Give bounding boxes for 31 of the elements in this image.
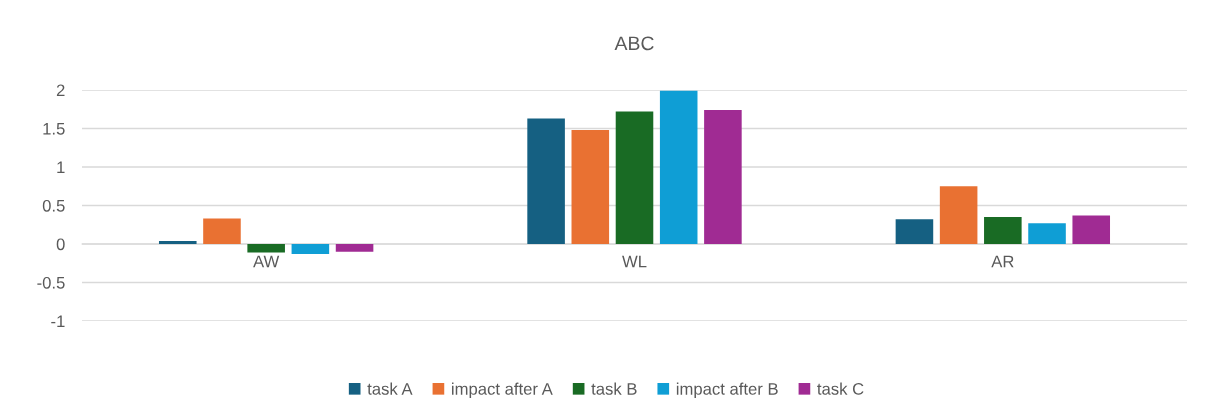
y-tick-label: 0	[56, 238, 65, 251]
x-tick-label: WL	[622, 255, 647, 268]
bar	[615, 111, 654, 244]
x-tick-label: AR	[991, 255, 1014, 268]
chart-title: ABC	[614, 36, 654, 51]
bar	[659, 90, 698, 244]
bar	[984, 217, 1022, 244]
bar	[335, 244, 374, 252]
bar	[291, 244, 330, 255]
bar	[571, 130, 610, 244]
legend-label: task A	[367, 382, 413, 395]
legend-label: task B	[591, 382, 637, 395]
y-tick-label: -1	[51, 315, 65, 328]
bar	[203, 218, 241, 244]
x-tick-label: AW	[253, 255, 280, 268]
y-tick-label: 1	[57, 161, 65, 174]
bar	[527, 118, 565, 244]
bar	[158, 240, 197, 244]
bar	[895, 219, 934, 244]
y-tick-label: -0.5	[37, 276, 65, 289]
legend-label: impact after B	[676, 382, 778, 399]
legend-label: impact after A	[452, 382, 553, 399]
bar	[1072, 215, 1111, 244]
legend-label: task C	[817, 382, 864, 395]
bar	[247, 244, 285, 253]
y-tick-label: 2	[56, 84, 65, 97]
y-tick-label: 1.5	[43, 123, 65, 135]
y-tick-label: 0.5	[42, 199, 65, 212]
bar	[704, 110, 742, 244]
bar	[1028, 223, 1066, 244]
bar	[939, 186, 978, 244]
